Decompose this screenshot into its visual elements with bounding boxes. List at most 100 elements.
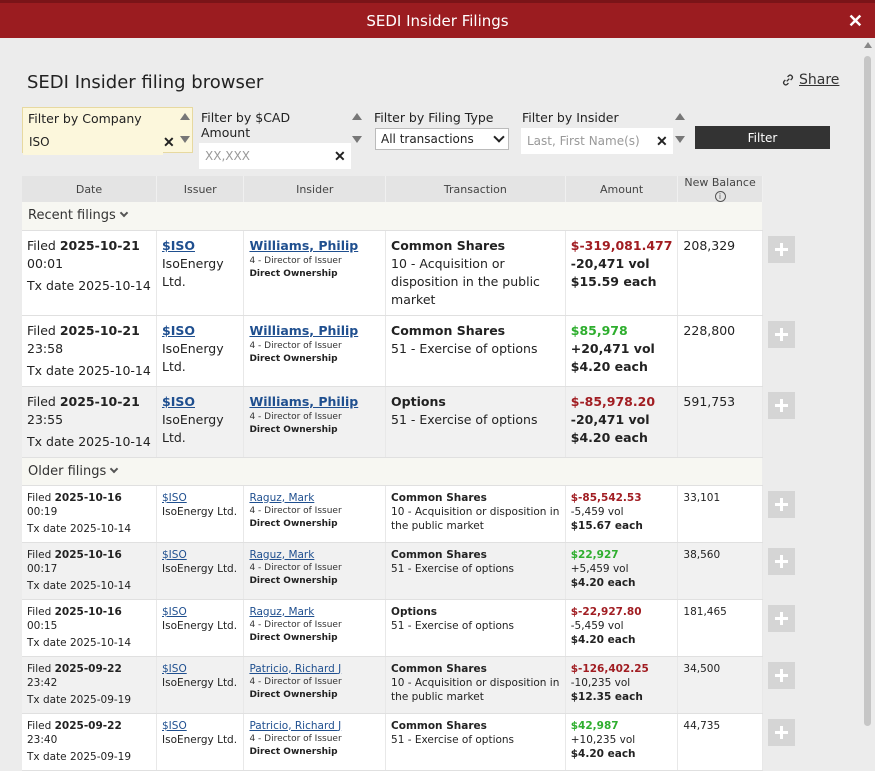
balance-cell: 591,753	[677, 386, 763, 458]
filed-date: 2025-10-16	[54, 491, 122, 504]
security-type: Common Shares	[391, 322, 506, 338]
header-amount[interactable]: Amount	[565, 176, 679, 202]
new-balance-value: 181,465	[683, 605, 727, 618]
ownership-type: Direct Ownership	[249, 632, 338, 643]
volume-value: +20,471 vol	[570, 340, 655, 356]
clear-insider-icon[interactable]: ✕	[656, 133, 668, 149]
page-title: SEDI Insider filing browser	[27, 72, 264, 93]
filter-button[interactable]: Filter	[695, 126, 830, 149]
insider-link[interactable]: Patricio, Richard J	[249, 719, 342, 732]
plus-icon[interactable]	[767, 605, 795, 632]
price-value: $12.35 each	[570, 690, 643, 703]
amount-input[interactable]	[199, 143, 351, 169]
header-transaction[interactable]: Transaction	[385, 176, 566, 202]
header-new-balance[interactable]: New Balance i	[677, 176, 763, 202]
share-link[interactable]: Share	[781, 72, 839, 88]
plus-icon[interactable]	[767, 662, 795, 689]
issuer-cell: $ISO IsoEnergy Ltd.	[156, 485, 245, 543]
ownership-type: Direct Ownership	[249, 746, 338, 757]
insider-link[interactable]: Raguz, Mark	[249, 605, 315, 618]
balance-cell: 34,500	[677, 656, 763, 714]
insider-role: 4 - Director of Issuer	[249, 733, 342, 744]
insider-input[interactable]	[521, 128, 673, 154]
amount-cell: $42,987 +10,235 vol $4.20 each	[565, 713, 679, 771]
insider-link[interactable]: Williams, Philip	[249, 237, 359, 253]
insider-link[interactable]: Raguz, Mark	[249, 548, 315, 561]
plus-icon[interactable]	[767, 548, 795, 575]
info-icon[interactable]: i	[714, 190, 726, 202]
header-insider[interactable]: Insider	[243, 176, 387, 202]
filed-date: 2025-10-16	[54, 605, 122, 618]
ownership-type: Direct Ownership	[249, 268, 338, 279]
price-value: $4.20 each	[570, 358, 648, 374]
transaction-cell: Common Shares 10 - Acquisition or disposi…	[385, 656, 566, 714]
filing-type-selected: All transactions	[381, 132, 474, 146]
transaction-type: 51 - Exercise of options	[391, 619, 515, 632]
transaction-type: 51 - Exercise of options	[391, 562, 515, 575]
ticker-link[interactable]: $ISO	[162, 662, 187, 675]
date-cell: Filed 2025-10-16 00:19 Tx date 2025-10-14	[22, 485, 157, 543]
tx-date: 2025-09-19	[70, 750, 132, 763]
ticker-link[interactable]: $ISO	[162, 719, 187, 732]
insider-link[interactable]: Raguz, Mark	[249, 491, 315, 504]
ticker-link[interactable]: $ISO	[162, 237, 195, 253]
filed-time: 23:55	[27, 411, 64, 427]
ticker-link[interactable]: $ISO	[162, 322, 195, 338]
scroll-up-icon[interactable]	[864, 42, 872, 48]
ticker-link[interactable]: $ISO	[162, 548, 187, 561]
ticker-link[interactable]: $ISO	[162, 393, 195, 409]
balance-cell: 44,735	[677, 713, 763, 771]
new-balance-value: 44,735	[683, 719, 721, 732]
insider-stepper[interactable]	[674, 110, 686, 146]
company-filter-label: Filter by Company	[28, 111, 142, 126]
price-value: $4.20 each	[570, 576, 636, 589]
insider-link[interactable]: Williams, Philip	[249, 393, 359, 409]
table-row: Filed 2025-10-16 00:15 Tx date 2025-10-14…	[22, 599, 796, 657]
amount-filter-label: Filter by $CAD Amount	[201, 110, 291, 140]
insider-cell: Williams, Philip 4 - Director of Issuer Di…	[243, 386, 387, 458]
insider-link[interactable]: Williams, Philip	[249, 322, 359, 338]
company-stepper[interactable]	[179, 110, 191, 146]
header-date[interactable]: Date	[22, 176, 157, 202]
expand-cell	[762, 656, 796, 713]
transaction-type: 51 - Exercise of options	[391, 733, 515, 746]
plus-icon[interactable]	[767, 392, 795, 419]
scrollbar-thumb[interactable]	[864, 56, 871, 726]
insider-role: 4 - Director of Issuer	[249, 255, 342, 266]
volume-value: +10,235 vol	[570, 733, 636, 746]
plus-icon[interactable]	[767, 321, 795, 348]
filed-date: 2025-10-16	[54, 548, 122, 561]
table-row: Filed 2025-10-16 00:19 Tx date 2025-10-14…	[22, 485, 796, 543]
insider-role: 4 - Director of Issuer	[249, 340, 342, 351]
ticker-link[interactable]: $ISO	[162, 491, 187, 504]
header-issuer[interactable]: Issuer	[156, 176, 245, 202]
older-filings-section[interactable]: Older filings	[22, 457, 796, 486]
price-value: $4.20 each	[570, 633, 636, 646]
scrollbar[interactable]	[861, 38, 875, 726]
amount-value: $-22,927.80	[570, 605, 642, 618]
filing-type-select[interactable]: All transactions	[375, 128, 509, 150]
issuer-cell: $ISO IsoEnergy Ltd.	[156, 599, 245, 657]
company-input[interactable]	[23, 129, 163, 155]
clear-company-icon[interactable]: ✕	[163, 134, 175, 150]
clear-amount-icon[interactable]: ✕	[334, 148, 346, 164]
plus-icon[interactable]	[767, 236, 795, 263]
filed-time: 23:42	[27, 676, 58, 689]
price-value: $15.59 each	[570, 273, 657, 289]
transaction-type: 10 - Acquisition or disposition in the p…	[391, 505, 560, 532]
close-icon[interactable]: ✕	[847, 11, 863, 31]
expand-cell	[762, 315, 796, 386]
recent-filings-section[interactable]: Recent filings	[22, 202, 796, 231]
amount-stepper[interactable]	[351, 110, 363, 146]
transaction-type: 51 - Exercise of options	[391, 340, 538, 356]
insider-link[interactable]: Patricio, Richard J	[249, 662, 342, 675]
plus-icon[interactable]	[767, 719, 795, 746]
tx-prefix: Tx date	[27, 693, 67, 706]
ticker-link[interactable]: $ISO	[162, 605, 187, 618]
amount-value: $85,978	[570, 322, 628, 338]
filed-date: 2025-09-22	[54, 719, 122, 732]
price-value: $15.67 each	[570, 519, 643, 532]
plus-icon[interactable]	[767, 491, 795, 518]
window-title: SEDI Insider Filings	[366, 11, 509, 30]
ownership-type: Direct Ownership	[249, 575, 338, 586]
